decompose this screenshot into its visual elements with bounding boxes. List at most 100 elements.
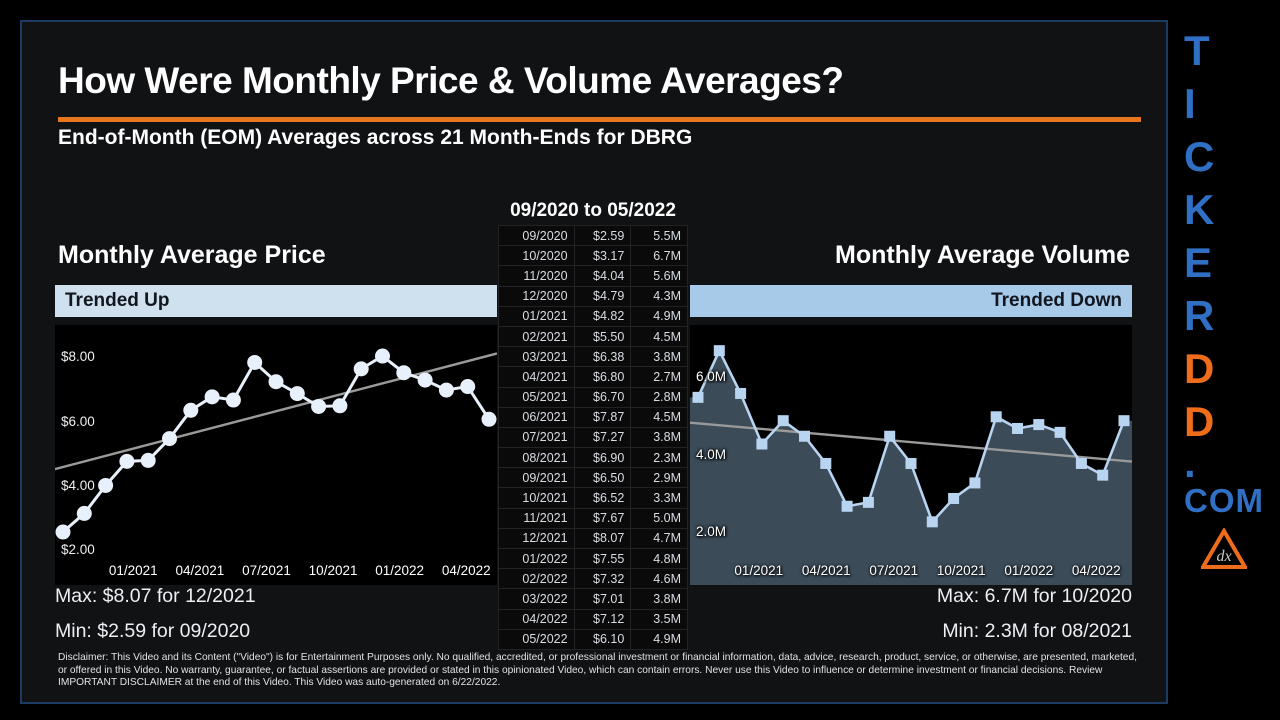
data-point-marker (140, 452, 156, 468)
data-point-marker (735, 387, 747, 399)
table-cell-vol: 5.5M (630, 224, 688, 247)
table-cell-price: $6.52 (573, 487, 632, 509)
table-cell-date: 07/2021 (498, 426, 575, 449)
data-point-marker (438, 382, 454, 398)
table-cell-vol: 3.8M (630, 426, 688, 449)
table-row: 06/2021 $7.87 4.5M (498, 406, 688, 428)
table-cell-price: $7.27 (573, 426, 632, 449)
data-point-marker (777, 415, 789, 427)
data-point-marker (119, 453, 135, 469)
table-row: 11/2021 $7.67 5.0M (498, 507, 688, 529)
table-cell-vol: 2.7M (630, 366, 688, 388)
table-row: 04/2022 $7.12 3.5M (498, 608, 688, 630)
table-cell-date: 04/2022 (498, 608, 575, 630)
data-point-marker (247, 354, 263, 370)
brand-letter-c: C (1184, 133, 1215, 180)
y-tick-label: 6.0M (696, 368, 727, 384)
data-point-marker (884, 430, 896, 442)
table-row: 10/2020 $3.17 6.7M (498, 245, 688, 267)
table-cell-date: 04/2021 (498, 366, 575, 388)
table-row: 12/2020 $4.79 4.3M (498, 285, 688, 307)
data-point-marker (1118, 415, 1130, 427)
x-tick-label: 04/2022 (1071, 563, 1121, 578)
table-row: 03/2022 $7.01 3.8M (498, 588, 688, 610)
brand-rail: T I C K E R D D. COM dx (1168, 0, 1280, 720)
table-row: 09/2020 $2.59 5.5M (498, 224, 688, 247)
table-cell-vol: 4.8M (630, 547, 688, 570)
table-cell-price: $6.10 (573, 628, 632, 650)
brand-letter-r: R (1184, 292, 1215, 339)
data-point-marker (481, 411, 497, 427)
table-cell-date: 08/2021 (498, 447, 575, 469)
x-tick-label: 01/2021 (108, 563, 158, 578)
brand-com: COM (1184, 482, 1264, 519)
table-row: 01/2021 $4.82 4.9M (498, 305, 688, 327)
table-cell-date: 12/2021 (498, 527, 575, 550)
data-point-marker (460, 379, 476, 395)
y-tick-label: $8.00 (61, 349, 95, 365)
brand-letters: T I C K E R D D. COM (1184, 24, 1264, 524)
data-point-marker (183, 402, 199, 418)
table-cell-date: 03/2022 (498, 588, 575, 610)
data-table-container: 09/2020 $2.59 5.5M 10/2020 $3.17 6.7M 11/2020 $… (498, 224, 688, 650)
table-cell-date: 01/2021 (498, 305, 575, 327)
table-row: 10/2021 $6.52 3.3M (498, 487, 688, 509)
area-fill-edge (690, 397, 698, 585)
table-row: 12/2021 $8.07 4.7M (498, 527, 688, 550)
data-point-marker (969, 477, 981, 489)
table-row: 09/2021 $6.50 2.9M (498, 467, 688, 489)
x-tick-label: 04/2021 (175, 563, 225, 578)
data-point-marker (1075, 457, 1087, 469)
table-cell-price: $4.04 (573, 265, 632, 287)
volume-chart-svg (690, 345, 1132, 585)
title-accent-rule (58, 117, 1141, 122)
data-point-marker (225, 392, 241, 408)
table-cell-vol: 3.3M (630, 487, 688, 509)
y-tick-label: $2.00 (61, 542, 95, 557)
brand-letter-i: I (1184, 80, 1196, 127)
data-point-marker (353, 361, 369, 377)
area-fill-edge (1124, 420, 1132, 585)
table-cell-vol: 4.5M (630, 406, 688, 428)
x-tick-label: 10/2021 (308, 563, 358, 578)
table-cell-vol: 4.6M (630, 568, 688, 590)
data-point-marker (799, 430, 810, 442)
table-cell-vol: 4.9M (630, 305, 688, 327)
x-tick-label: 07/2021 (242, 563, 291, 578)
table-row: 07/2021 $7.27 3.8M (498, 426, 688, 449)
volume-min-stat: Min: 2.3M for 08/2021 (942, 620, 1132, 642)
table-cell-vol: 2.8M (630, 386, 688, 408)
table-cell-price: $8.07 (573, 527, 632, 550)
table-cell-vol: 2.9M (630, 467, 688, 489)
table-cell-vol: 5.0M (630, 507, 688, 529)
data-table-heading: 09/2020 to 05/2022 (510, 200, 676, 221)
table-cell-date: 06/2021 (498, 406, 575, 428)
table-cell-date: 11/2021 (498, 507, 575, 529)
price-min-stat: Min: $2.59 for 09/2020 (55, 620, 251, 642)
table-cell-price: $7.01 (573, 588, 632, 610)
table-cell-vol: 4.7M (630, 527, 688, 550)
table-cell-vol: 3.8M (630, 346, 688, 368)
table-cell-vol: 3.8M (630, 588, 688, 610)
table-cell-date: 10/2021 (498, 487, 575, 509)
data-point-marker (862, 496, 874, 508)
table-cell-price: $7.87 (573, 406, 632, 428)
table-cell-price: $3.17 (573, 245, 632, 267)
table-cell-price: $5.50 (573, 325, 632, 348)
table-cell-price: $6.50 (573, 467, 632, 489)
table-cell-price: $7.55 (573, 547, 632, 570)
y-tick-label: $6.00 (61, 413, 95, 429)
data-point-marker (1054, 426, 1066, 438)
data-point-marker (289, 386, 305, 402)
volume-panel-title: Monthly Average Volume (835, 241, 1130, 269)
x-tick-label: 01/2021 (734, 563, 784, 578)
table-cell-date: 05/2021 (498, 386, 575, 408)
data-point-marker (990, 411, 1002, 423)
data-point-marker (841, 500, 853, 512)
data-point-marker (756, 438, 768, 450)
y-tick-label: 4.0M (696, 446, 727, 462)
data-point-marker (820, 457, 832, 469)
table-cell-price: $7.12 (573, 608, 632, 630)
data-point-marker (311, 398, 327, 414)
